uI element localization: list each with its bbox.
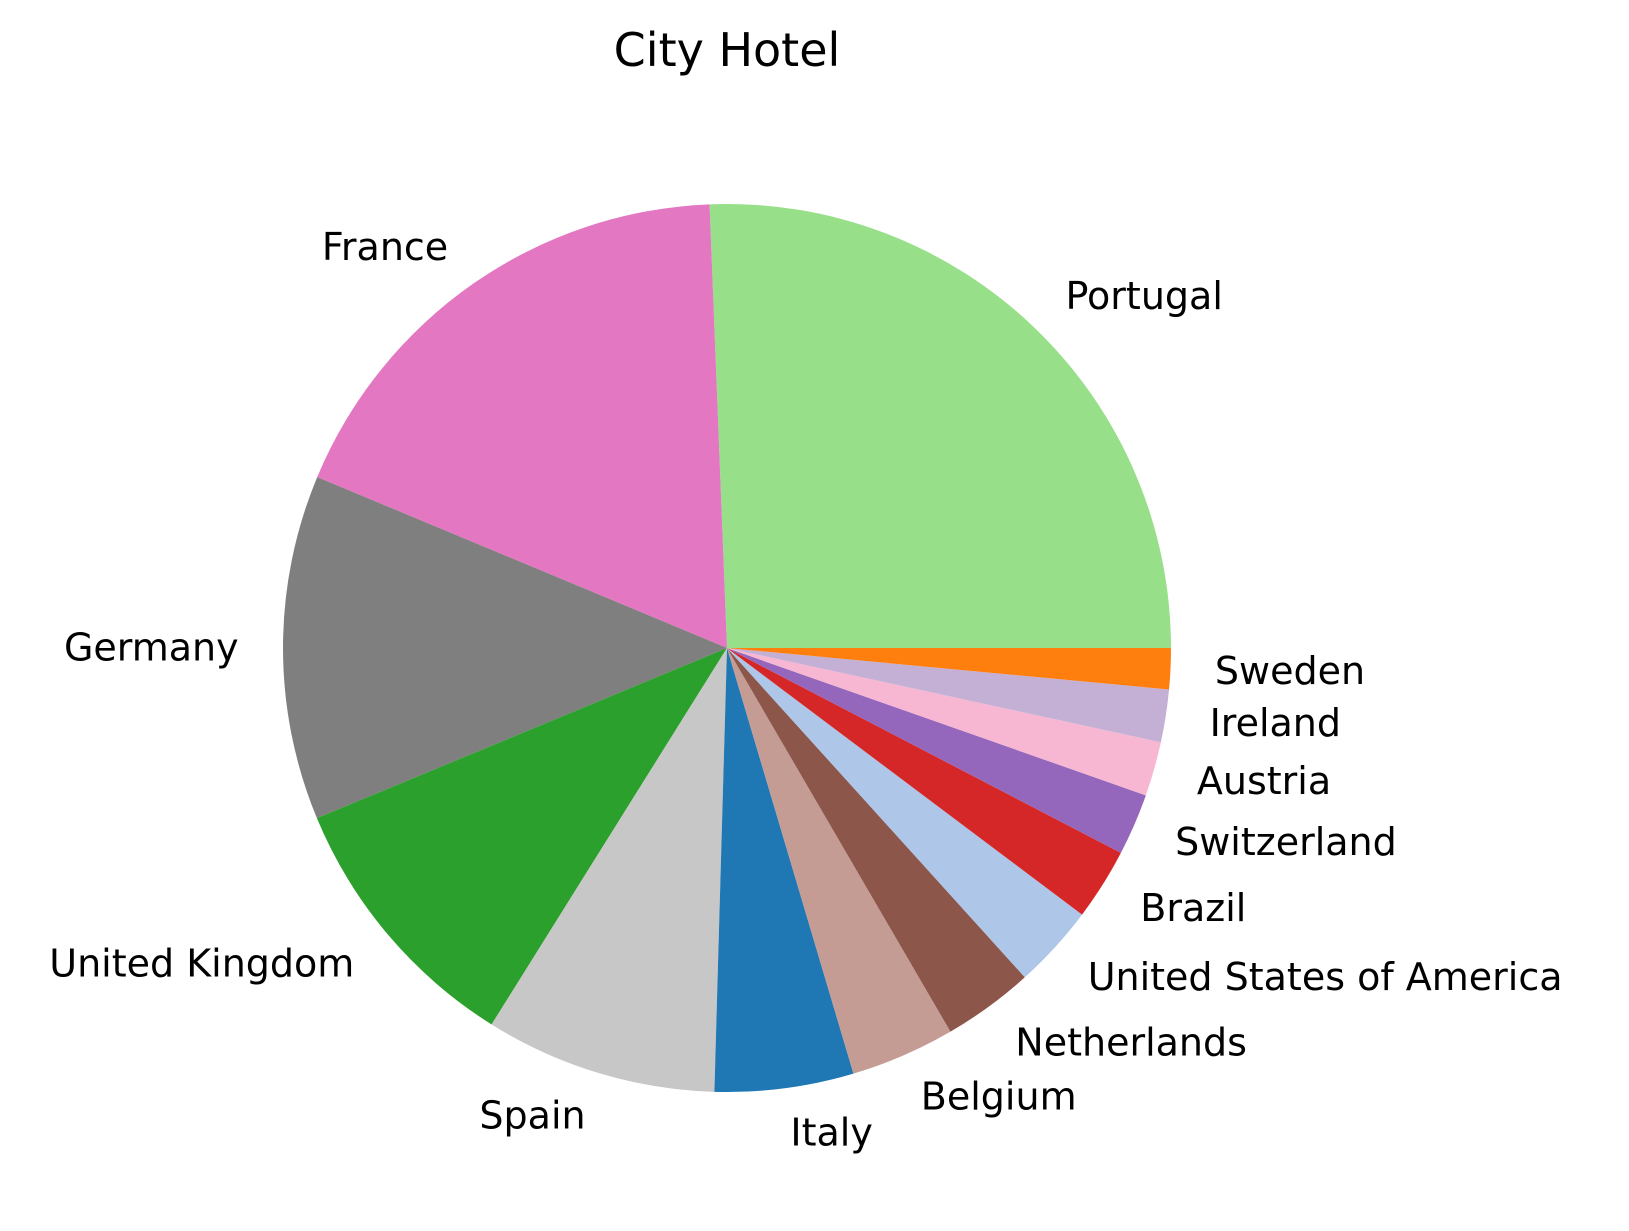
pie-slice-united-states-of-america [727, 648, 1083, 978]
pie-slice-belgium [727, 648, 951, 1074]
pie-slices [283, 203, 1171, 1092]
pie-label-france: France [322, 225, 448, 269]
pie-slice-united-kingdom [316, 648, 727, 1025]
pie-slice-austria [727, 648, 1161, 796]
pie-label-sweden: Sweden [1215, 649, 1365, 693]
pie-slice-france [317, 204, 727, 648]
pie-slice-ireland [727, 648, 1170, 743]
pie-label-netherlands: Netherlands [1015, 1020, 1247, 1064]
pie-label-belgium: Belgium [921, 1074, 1077, 1118]
pie-label-austria: Austria [1197, 759, 1331, 803]
pie-label-brazil: Brazil [1140, 886, 1246, 930]
pie-label-germany: Germany [64, 626, 239, 670]
pie-slice-netherlands [727, 648, 1025, 1032]
pie-slice-italy [714, 648, 854, 1092]
pie-slice-portugal [709, 203, 1171, 648]
pie-slice-brazil [727, 648, 1121, 915]
pie-label-ireland: Ireland [1210, 701, 1341, 745]
pie-labels: Portugal France Germany United Kingdom Spain… [49, 225, 1562, 1154]
pie-slice-spain [491, 648, 727, 1092]
pie-label-italy: Italy [790, 1110, 872, 1154]
pie-label-portugal: Portugal [1066, 274, 1223, 318]
pie-slice-germany [283, 477, 727, 819]
pie-slice-sweden [727, 648, 1171, 690]
chart-title: City Hotel [614, 23, 841, 77]
pie-slice-switzerland [727, 648, 1146, 853]
pie-label-united-kingdom: United Kingdom [49, 942, 354, 986]
pie-label-spain: Spain [479, 1094, 585, 1138]
pie-label-united-states-of-america: United States of America [1088, 955, 1563, 999]
pie-label-switzerland: Switzerland [1175, 820, 1397, 864]
